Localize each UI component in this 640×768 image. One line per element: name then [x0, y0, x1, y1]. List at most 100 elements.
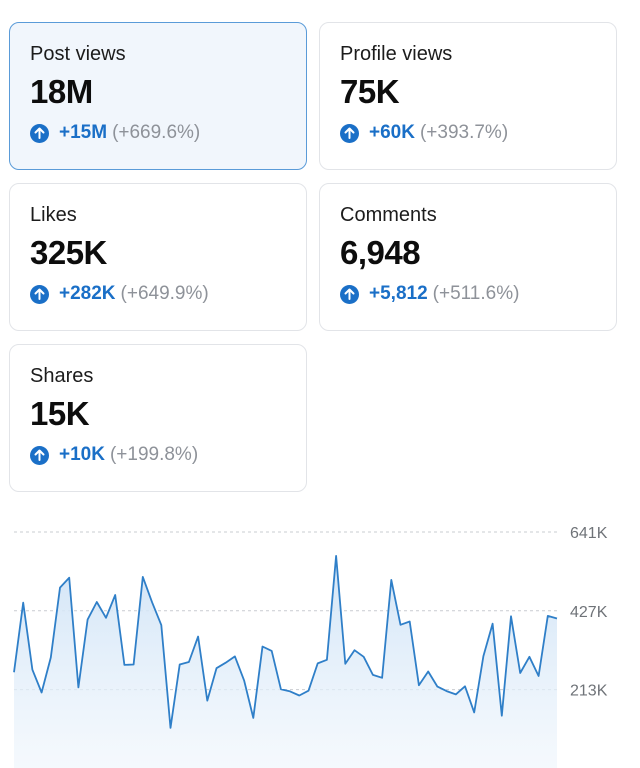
data-point	[251, 716, 255, 720]
data-point	[380, 676, 384, 680]
data-point	[389, 578, 393, 582]
data-point	[132, 663, 136, 667]
data-point	[104, 616, 108, 620]
data-point	[472, 710, 476, 714]
data-point	[30, 668, 34, 672]
metric-value: 15K	[30, 395, 90, 432]
change-absolute: +10K	[59, 444, 105, 465]
y-axis-tick-label: 641K	[570, 525, 608, 542]
data-point	[316, 661, 320, 665]
data-point	[307, 689, 311, 693]
data-point	[288, 689, 292, 693]
metric-card-comments[interactable]: Comments 6,948 +5,812 (+511.6%)	[319, 183, 617, 331]
data-point	[12, 670, 16, 674]
data-point	[150, 600, 154, 604]
change-absolute: +60K	[369, 122, 415, 143]
metric-change: +15M (+669.6%)	[30, 121, 286, 145]
arrow-up-circle-icon	[340, 123, 359, 143]
data-point	[279, 687, 283, 691]
data-point	[362, 655, 366, 659]
arrow-up-circle-icon	[340, 284, 359, 304]
data-point	[353, 648, 357, 652]
metric-title: Comments	[340, 204, 437, 226]
metric-value: 6,948	[340, 234, 421, 271]
change-percent: (+393.7%)	[419, 122, 509, 143]
data-point	[224, 661, 228, 665]
metric-change: +10K (+199.8%)	[30, 443, 286, 467]
chart-series-line	[13, 555, 558, 729]
data-point	[141, 575, 145, 579]
data-point	[527, 655, 531, 659]
data-point	[518, 671, 522, 675]
y-axis-tick-label: 213K	[570, 683, 608, 700]
data-point	[435, 685, 439, 689]
data-point	[417, 683, 421, 687]
data-point	[187, 660, 191, 664]
data-point	[113, 593, 117, 597]
data-point	[546, 614, 550, 618]
data-point	[371, 673, 375, 677]
data-point	[325, 658, 329, 662]
data-point	[555, 617, 559, 621]
metric-change: +60K (+393.7%)	[340, 121, 596, 145]
arrow-up-circle-icon	[30, 445, 49, 465]
metric-title: Likes	[30, 204, 77, 226]
metric-value: 325K	[30, 234, 107, 271]
data-point	[463, 684, 467, 688]
data-point	[122, 663, 126, 667]
change-percent: (+199.8%)	[109, 444, 199, 465]
change-absolute: +5,812	[369, 283, 428, 304]
data-point	[297, 693, 301, 697]
data-point	[95, 600, 99, 604]
data-point	[491, 622, 495, 626]
data-point	[334, 554, 338, 558]
change-percent: (+669.6%)	[112, 122, 201, 143]
data-point	[49, 656, 53, 660]
metric-card-shares[interactable]: Shares 15K +10K (+199.8%)	[9, 344, 307, 492]
data-point	[168, 726, 172, 730]
data-point	[454, 692, 458, 696]
metric-title: Post views	[30, 43, 126, 65]
metric-change: +5,812 (+511.6%)	[340, 282, 596, 306]
data-point	[40, 691, 44, 695]
data-point	[399, 623, 403, 627]
data-point	[233, 654, 237, 658]
data-point	[67, 576, 71, 580]
data-point	[76, 685, 80, 689]
metric-title: Shares	[30, 365, 94, 387]
y-axis-tick-label: 427K	[570, 604, 608, 621]
change-percent: (+511.6%)	[432, 283, 520, 304]
metric-value: 75K	[340, 73, 400, 110]
data-point	[214, 666, 218, 670]
data-point	[343, 662, 347, 666]
data-point	[58, 586, 62, 590]
arrow-up-circle-icon	[30, 123, 49, 143]
metric-change: +282K (+649.9%)	[30, 282, 286, 306]
data-point	[242, 678, 246, 682]
metric-title: Profile views	[340, 43, 453, 65]
chart-area-fill	[14, 555, 557, 768]
data-point	[509, 614, 513, 618]
data-point	[481, 654, 485, 658]
change-percent: (+649.9%)	[120, 283, 209, 304]
metric-value: 18M	[30, 73, 93, 110]
data-point	[500, 714, 504, 718]
metric-card-likes[interactable]: Likes 325K +282K (+649.9%)	[9, 183, 307, 331]
data-point	[21, 601, 25, 605]
arrow-up-circle-icon	[30, 284, 49, 304]
data-point	[178, 663, 182, 667]
data-point	[537, 674, 541, 678]
data-point	[270, 649, 274, 653]
views-area-chart[interactable]: 641K 427K 213K	[0, 508, 640, 768]
data-point	[408, 619, 412, 623]
data-point	[205, 699, 209, 703]
data-point	[159, 623, 163, 627]
data-point	[86, 618, 90, 622]
change-absolute: +15M	[59, 122, 108, 143]
data-point	[196, 635, 200, 639]
metric-card-post-views[interactable]: Post views 18M +15M (+669.6%)	[9, 22, 307, 170]
data-point	[260, 645, 264, 649]
data-point	[445, 689, 449, 693]
data-point	[426, 670, 430, 674]
metric-card-profile-views[interactable]: Profile views 75K +60K (+393.7%)	[319, 22, 617, 170]
